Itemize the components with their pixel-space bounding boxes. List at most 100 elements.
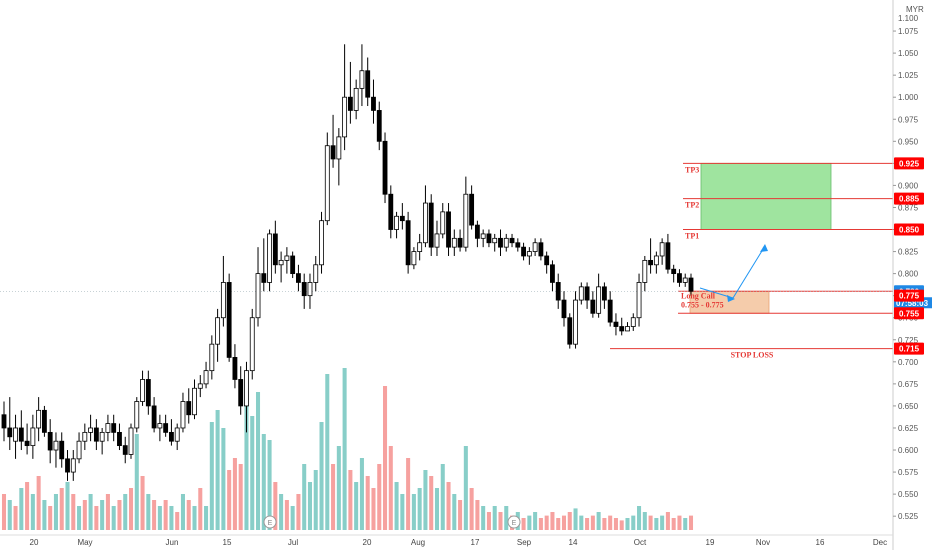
volume-bar [232,458,237,530]
volume-bar [169,506,174,530]
volume-bar [348,470,353,530]
candle-body [555,282,561,301]
x-tick-label: 17 [471,538,480,547]
candle-body [82,431,88,442]
currency-label: MYR [906,5,924,14]
candle-body [226,282,232,358]
volume-bar [100,500,105,530]
volume-bar [648,515,653,530]
volume-bar [417,488,422,530]
candle-body [526,251,532,257]
volume-bar [567,512,572,530]
volume-bar [394,482,399,530]
volume-bar [53,494,58,530]
entry-price-tag [894,289,924,302]
volume-bar [157,506,162,530]
y-tick-label: 0.725 [898,336,919,345]
stop-loss-label: STOP LOSS [731,351,774,360]
volume-bar [19,488,24,530]
candle-body [573,299,578,345]
candle-body [630,317,636,327]
earnings-marker-label: E [512,520,517,527]
volume-bar [296,494,301,530]
candle-body [290,255,296,275]
x-tick-label: Aug [411,538,425,547]
volume-bar [163,500,168,530]
volume-bar [613,518,618,530]
candle-body [18,427,24,442]
volume-bar [642,512,647,530]
candle-body [319,220,324,266]
volume-bar [538,518,543,530]
y-tick-label: 1.050 [898,49,919,58]
candle-body [388,193,394,230]
x-tick-label: 19 [706,538,715,547]
candle-body [619,326,625,332]
candle-body [7,427,13,438]
candle-body [313,264,319,283]
candle-body [446,211,451,248]
volume-bar [215,410,220,530]
tp2-price-tag-text: 0.885 [899,195,920,204]
y-tick-label: 0.800 [898,270,919,279]
volume-bar [388,446,393,530]
volume-bar [244,404,249,530]
volume-bar [521,518,526,530]
volume-bar [602,518,607,530]
candle-body [509,237,515,244]
tp3-price-tag-text: 0.925 [899,159,920,168]
candle-body [671,268,677,275]
volume-bar [660,515,665,530]
x-tick-label: Oct [634,538,647,547]
long-call-range: 0.755 - 0.775 [681,300,724,309]
y-tick-label: 1.075 [898,27,919,36]
candle-body [440,211,446,235]
candle-body [111,423,117,433]
candle-body [596,286,602,314]
candle-body [203,370,209,385]
earnings-marker-label: E [268,520,273,527]
countdown-text: 07:58:03 [896,299,929,308]
volume-bar [561,515,567,530]
candle-body [682,277,688,283]
y-tick-label: 0.575 [898,468,919,477]
volume-bar [146,494,151,530]
volume-bar [492,506,497,530]
volume-bar [255,392,261,530]
volume-bar [579,515,584,530]
volume-bar [307,482,312,530]
candle-body [561,299,567,319]
x-tick-label: Nov [756,538,770,547]
x-tick-label: Sep [517,538,532,547]
volume-bar [671,518,676,530]
candle-body [423,202,428,244]
trade-zones [0,162,893,350]
candle-body [457,237,463,248]
candle-body [186,401,192,416]
y-tick-label: 0.875 [898,203,919,212]
candle-body [515,242,521,248]
volume-bar [30,494,35,530]
volume-bar [654,518,659,530]
countdown-tag [894,297,932,309]
candle-body [544,255,550,266]
candle-body [301,282,307,297]
candle-body [70,458,76,473]
candle-body [13,427,18,442]
candle-body [324,145,330,222]
volume-bar [463,446,468,530]
candle-body [215,317,221,345]
candle-body [53,440,59,451]
volume-bar [688,515,694,530]
candle-body [451,237,457,248]
volume-bar [556,518,561,530]
y-tick-label: 0.550 [898,490,919,499]
candle-body [532,242,538,252]
candle-body [382,140,388,195]
volume-bar [429,476,434,530]
stop-loss-price-tag-text: 0.715 [899,345,920,354]
volume-bar [475,500,480,530]
candle-body [376,110,382,142]
x-tick-label: 20 [30,538,39,547]
